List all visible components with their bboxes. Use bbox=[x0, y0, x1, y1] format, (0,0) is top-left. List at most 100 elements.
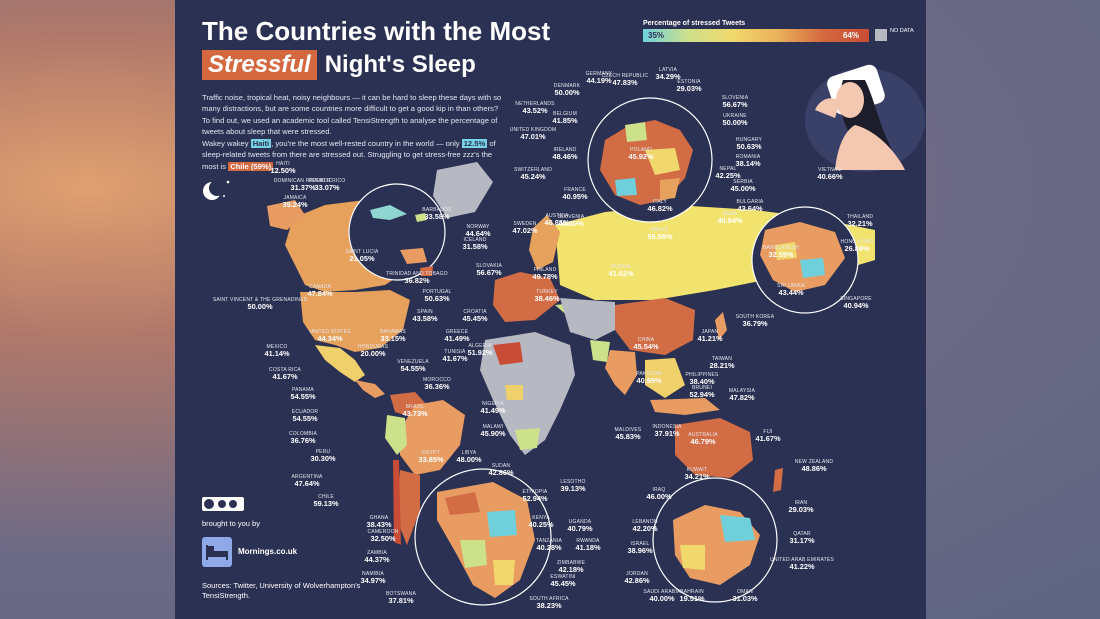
country-name: MALAWI bbox=[482, 424, 504, 430]
country-label: TAIWAN 28.21% bbox=[709, 357, 734, 370]
country-value: 41.49% bbox=[444, 334, 470, 343]
country-value: 45.24% bbox=[520, 172, 546, 181]
title-line-2: Stressful Night's Sleep bbox=[202, 50, 476, 80]
country-label: SWEDEN 47.02% bbox=[512, 222, 537, 235]
country-name: AUSTRALIA bbox=[688, 432, 718, 438]
country-name: VIETNAM bbox=[818, 167, 842, 173]
country-label: OMAN 31.03% bbox=[732, 590, 757, 603]
country-label: SOUTH AFRICA 38.23% bbox=[529, 596, 569, 610]
country-name: ISRAEL bbox=[630, 541, 650, 547]
country-name: ITALY bbox=[652, 199, 668, 205]
country-label: LESOTHO 39.13% bbox=[560, 479, 586, 493]
country-value: 42.20% bbox=[632, 524, 658, 533]
country-name: KENYA bbox=[532, 515, 550, 521]
country-label: PUERTO RICO 33.07% bbox=[309, 179, 346, 192]
country-name: CROATIA bbox=[463, 309, 487, 315]
legend-gradient-bar bbox=[643, 29, 869, 42]
country-value: 43.73% bbox=[402, 409, 428, 418]
country-name: SAINT LUCIA bbox=[345, 249, 379, 255]
country-value: 45.45% bbox=[550, 579, 576, 588]
country-name: MALTA bbox=[651, 227, 669, 233]
legend-min: 35% bbox=[648, 31, 665, 40]
country-name: SINGAPORE bbox=[840, 296, 872, 302]
country-label: EGYPT 33.85% bbox=[418, 451, 443, 464]
country-name: GREECE bbox=[445, 329, 469, 335]
country-value: 56.67% bbox=[476, 268, 502, 277]
country-name: ICELAND bbox=[463, 237, 487, 243]
caribbean-inset bbox=[348, 183, 446, 281]
country-value: 30.30% bbox=[310, 454, 336, 463]
country-value: 31.17% bbox=[789, 536, 815, 545]
country-value: 21.05% bbox=[349, 254, 375, 263]
country-value: 38.14% bbox=[735, 159, 761, 168]
country-mexico bbox=[315, 345, 365, 382]
country-label: KENYA 40.25% bbox=[528, 515, 554, 529]
country-value: 40.95% bbox=[562, 192, 588, 201]
country-value: 40.94% bbox=[717, 216, 743, 225]
asia-inset bbox=[751, 206, 859, 314]
country-value: 46.85% bbox=[544, 218, 570, 227]
country-label: HONG KONG 26.86% bbox=[841, 240, 874, 253]
country-label: INDIA 40.94% bbox=[717, 212, 743, 225]
country-label: CAMEROON 32.50% bbox=[367, 529, 399, 543]
country-name: LESOTHO bbox=[560, 479, 586, 485]
country-name: UNITED STATES bbox=[309, 329, 351, 335]
country-label: MALTA 55.56% bbox=[647, 227, 672, 241]
country-value: 31.37% bbox=[290, 183, 316, 192]
country-name: BULGARIA bbox=[736, 199, 764, 205]
country-name: AUSTRIA bbox=[545, 213, 569, 219]
country-value: 51.92% bbox=[467, 348, 493, 357]
haiti-highlight: Haiti bbox=[250, 139, 272, 148]
country-label: NEW ZEALAND 48.86% bbox=[795, 460, 833, 473]
country-value: 41.22% bbox=[789, 562, 815, 571]
country-value: 38.46% bbox=[534, 294, 560, 303]
country-name: SPAIN bbox=[417, 309, 433, 315]
country-label: UNITED STATES 44.34% bbox=[309, 329, 351, 343]
country-name: ESTONIA bbox=[677, 79, 701, 85]
country-value: 38.96% bbox=[627, 546, 653, 555]
country-label: ZAMBIA 44.37% bbox=[364, 551, 390, 564]
legend-max: 64% bbox=[843, 31, 860, 40]
country-value: 50.00% bbox=[554, 88, 580, 97]
country-value: 40.00% bbox=[649, 594, 675, 603]
mornings-logo-text[interactable]: Mornings.co.uk bbox=[238, 547, 298, 556]
country-name: BARBADOS bbox=[422, 207, 452, 213]
country-value: 44.37% bbox=[364, 555, 390, 564]
country-name: ECUADOR bbox=[291, 409, 319, 415]
country-value: 37.91% bbox=[654, 429, 680, 438]
country-name: BRAZIL bbox=[405, 404, 425, 410]
country-value: 40.79% bbox=[567, 524, 593, 533]
country-name: UNITED ARAB EMIRATES bbox=[770, 557, 834, 563]
country-name: SRI LANKA bbox=[777, 283, 805, 289]
country-value: 45.92% bbox=[628, 152, 654, 161]
country-name: LATVIA bbox=[658, 67, 678, 73]
country-name: INDONESIA bbox=[652, 424, 682, 430]
country-label: CROATIA 45.45% bbox=[462, 309, 487, 323]
country-label: UNITED ARAB EMIRATES 41.22% bbox=[770, 557, 834, 571]
country-value: 34.29% bbox=[655, 72, 681, 81]
country-name: LEBANON bbox=[632, 519, 658, 525]
country-label: ITALY 46.82% bbox=[647, 199, 672, 213]
country-label: UNITED KINGDOM 47.01% bbox=[510, 128, 557, 141]
country-name: QATAR bbox=[793, 531, 811, 537]
country-name: PERU bbox=[315, 449, 331, 455]
moon-icon bbox=[203, 180, 230, 200]
country-label: BARBADOS 33.58% bbox=[422, 207, 452, 221]
country-value: 41.67% bbox=[272, 372, 298, 381]
country-name: ETHIOPIA bbox=[522, 489, 548, 495]
country-name: RWANDA bbox=[576, 538, 600, 544]
country-label: MOROCCO 36.36% bbox=[423, 378, 451, 391]
country-value: 32.21% bbox=[847, 219, 873, 228]
country-value: 40.25% bbox=[528, 520, 554, 529]
country-value: 45.00% bbox=[730, 184, 756, 193]
world-map bbox=[202, 64, 925, 606]
country-name: POLAND bbox=[630, 147, 652, 153]
country-label: ESTONIA 29.03% bbox=[676, 79, 701, 93]
country-algeria bbox=[493, 342, 523, 365]
country-name: FINLAND bbox=[533, 267, 557, 273]
country-name: ARGENTINA bbox=[291, 474, 323, 480]
country-name: CAMEROON bbox=[367, 529, 399, 535]
southeast-asia bbox=[645, 358, 685, 398]
country-name: SOUTH AFRICA bbox=[529, 596, 569, 602]
country-label: SWITZERLAND 45.24% bbox=[514, 168, 552, 181]
